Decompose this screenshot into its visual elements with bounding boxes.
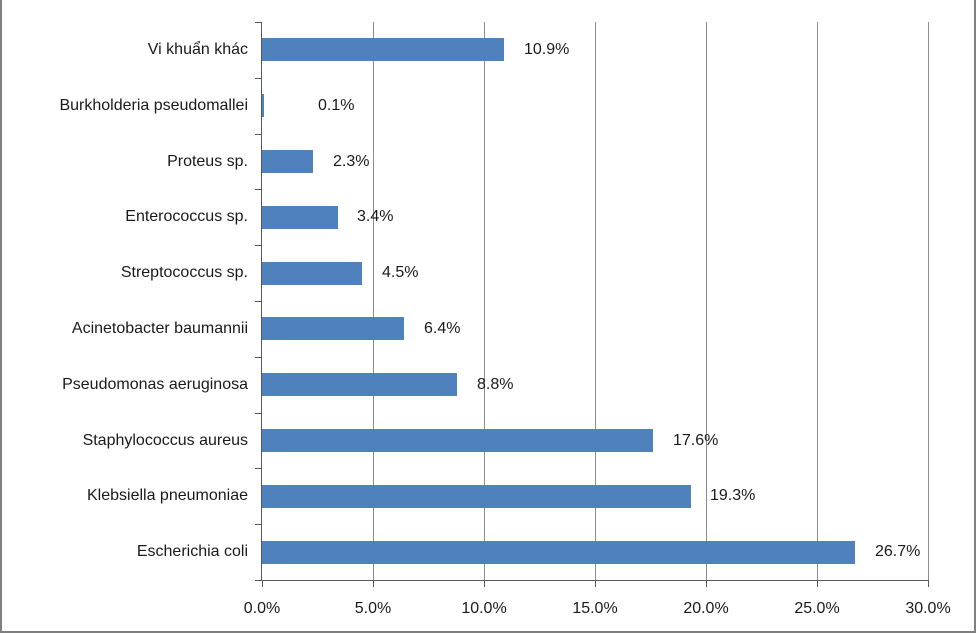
category-axis-tick — [255, 468, 262, 469]
value-axis-tick — [594, 580, 596, 587]
value-label: 2.3% — [333, 153, 370, 170]
category-label: Streptococcus sp. — [120, 264, 248, 281]
x-axis-tick-label: 20.0% — [683, 600, 729, 617]
gridline — [483, 22, 485, 580]
category-label: Klebsiella pneumoniae — [87, 487, 248, 504]
x-axis-tick-label: 25.0% — [794, 600, 840, 617]
bar — [262, 429, 653, 452]
category-axis-tick — [255, 357, 262, 358]
value-label: 26.7% — [875, 543, 921, 560]
category-label: Vi khuẩn khác — [147, 41, 248, 58]
x-axis-tick-label: 10.0% — [461, 600, 507, 617]
bar — [262, 150, 314, 173]
category-label: Pseudomonas aeruginosa — [62, 376, 248, 393]
value-label: 8.8% — [477, 376, 514, 393]
bar — [262, 317, 405, 340]
gridline — [927, 22, 929, 580]
bar — [262, 94, 265, 117]
category-label: Staphylococcus aureus — [82, 432, 248, 449]
value-label: 4.5% — [382, 264, 419, 281]
value-label: 3.4% — [357, 208, 394, 225]
category-axis-tick — [255, 22, 262, 23]
x-axis-tick-label: 5.0% — [354, 600, 392, 617]
bar — [262, 38, 504, 61]
category-label: Enterococcus sp. — [125, 208, 248, 225]
bar — [262, 206, 338, 229]
gridline — [705, 22, 707, 580]
category-axis-tick — [255, 134, 262, 135]
category-axis-tick — [255, 580, 262, 581]
category-axis-tick — [255, 189, 262, 190]
value-label: 0.1% — [318, 97, 355, 114]
value-label: 19.3% — [710, 487, 756, 504]
x-axis-tick-label: 0.0% — [243, 600, 281, 617]
gridline — [594, 22, 596, 580]
value-label: 10.9% — [524, 41, 570, 58]
category-axis-tick — [255, 413, 262, 414]
gridline — [372, 22, 374, 580]
x-axis-tick-label: 30.0% — [905, 600, 951, 617]
category-axis-tick — [255, 524, 262, 525]
value-axis-tick — [816, 580, 818, 587]
value-axis-tick — [261, 580, 263, 587]
category-axis-tick — [255, 301, 262, 302]
category-label: Burkholderia pseudomallei — [59, 97, 248, 114]
value-axis-tick — [483, 580, 485, 587]
value-axis-tick — [927, 580, 929, 587]
value-label: 6.4% — [424, 320, 461, 337]
value-axis-tick — [372, 580, 374, 587]
bar — [262, 373, 458, 396]
gridline — [816, 22, 818, 580]
bar — [262, 541, 855, 564]
value-label: 17.6% — [673, 432, 719, 449]
category-label: Escherichia coli — [136, 543, 248, 560]
bar — [262, 485, 691, 508]
x-axis-tick-label: 15.0% — [572, 600, 618, 617]
value-axis-tick — [705, 580, 707, 587]
category-label: Proteus sp. — [167, 153, 248, 170]
category-axis-tick — [255, 245, 262, 246]
category-label: Acinetobacter baumannii — [71, 320, 248, 337]
bar — [262, 262, 362, 285]
category-axis-tick — [255, 78, 262, 79]
